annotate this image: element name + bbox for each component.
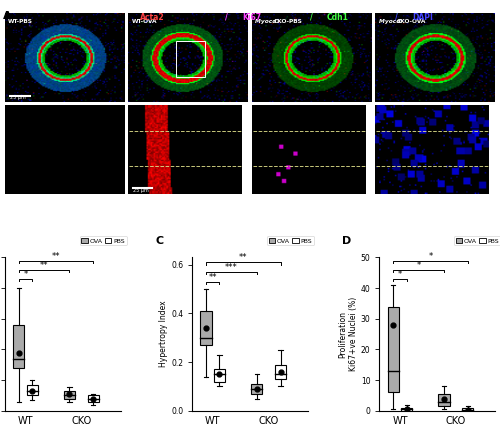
Text: WT-PBS: WT-PBS [8, 19, 33, 24]
Text: **: ** [52, 252, 60, 260]
Text: ***: *** [225, 263, 237, 272]
Bar [401, 408, 412, 411]
Legend: OVA, PBS: OVA, PBS [454, 236, 500, 246]
Y-axis label: Hypertropy Index: Hypertropy Index [160, 301, 168, 368]
Text: Myocd: Myocd [255, 19, 278, 24]
Text: D: D [342, 236, 351, 246]
Text: CKO-OVA: CKO-OVA [397, 19, 426, 24]
Text: *: * [416, 261, 420, 270]
Bar [214, 369, 225, 382]
Text: 25 μm: 25 μm [10, 95, 26, 100]
Text: /: / [395, 13, 398, 22]
Bar [462, 408, 473, 411]
Text: /: / [225, 13, 228, 22]
Text: *: * [428, 252, 432, 260]
Text: *: * [24, 270, 28, 279]
Y-axis label: Proliferation
Ki67+ve Nuclei (%): Proliferation Ki67+ve Nuclei (%) [338, 297, 358, 371]
Bar [438, 394, 450, 406]
Bar [64, 391, 75, 399]
Bar [251, 384, 262, 394]
Legend: OVA, PBS: OVA, PBS [80, 236, 126, 246]
Text: Myocd: Myocd [378, 19, 402, 24]
Bar [388, 306, 399, 392]
Text: **: ** [40, 261, 48, 270]
Bar [88, 395, 99, 402]
Text: **: ** [239, 253, 248, 262]
Bar [200, 311, 211, 345]
Text: /: / [310, 13, 313, 22]
Text: DAPI: DAPI [412, 13, 433, 22]
Text: CKO-PBS: CKO-PBS [274, 19, 302, 24]
Text: A: A [2, 11, 11, 21]
Text: **: ** [208, 273, 217, 282]
Text: *: * [398, 270, 402, 279]
Text: Acta2: Acta2 [140, 13, 164, 22]
Bar [275, 364, 286, 379]
Text: Cdh1: Cdh1 [327, 13, 349, 22]
Bar [176, 42, 205, 77]
Bar [26, 385, 38, 395]
Legend: OVA, PBS: OVA, PBS [267, 236, 314, 246]
Text: 25 μm: 25 μm [134, 188, 149, 193]
Bar [13, 325, 24, 368]
Text: WT-OVA: WT-OVA [132, 19, 157, 24]
Text: C: C [155, 236, 164, 246]
Text: Ki67: Ki67 [242, 13, 261, 22]
